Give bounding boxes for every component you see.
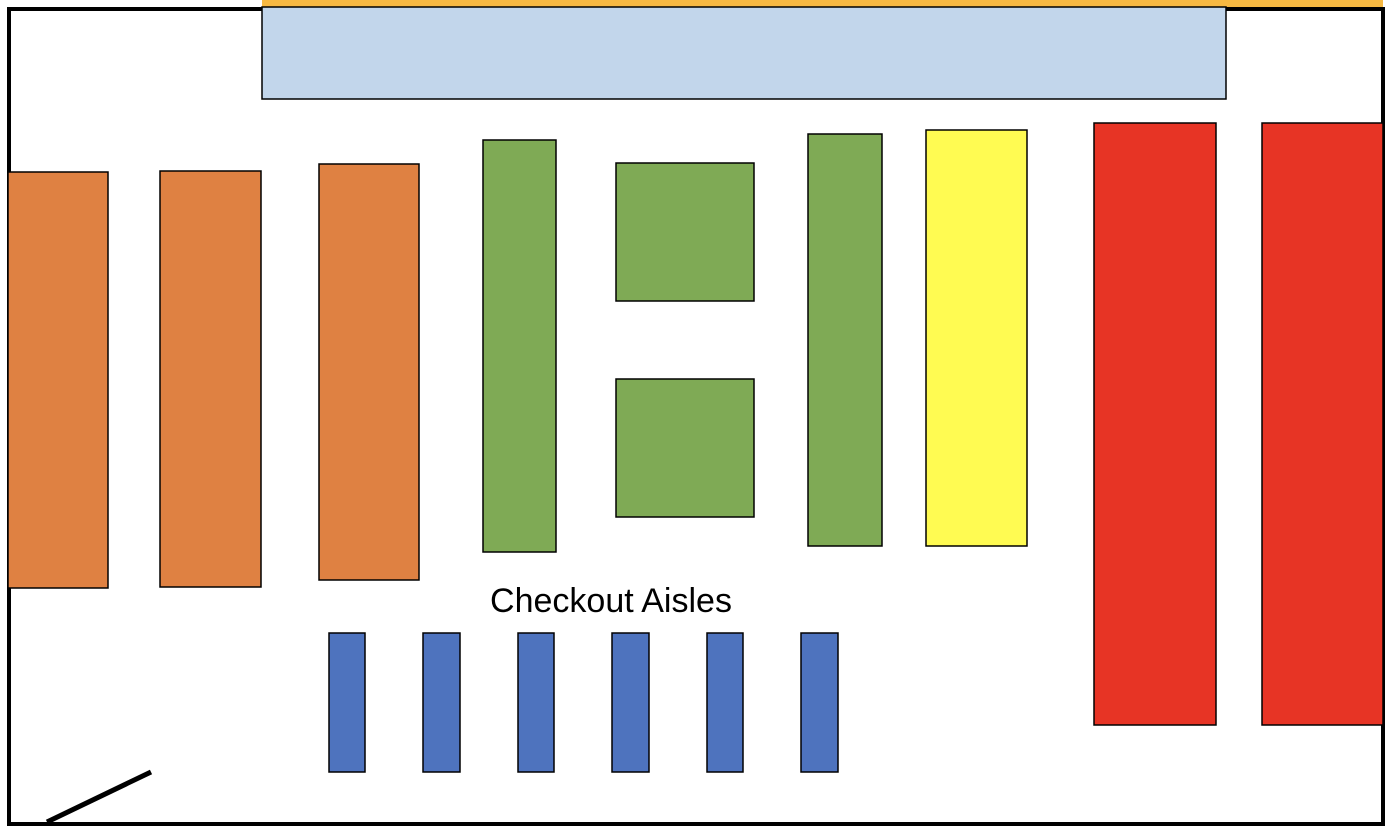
orange-aisle-3 bbox=[318, 163, 420, 581]
top-strip bbox=[262, 0, 1383, 7]
checkout-lane-1 bbox=[328, 632, 366, 773]
green-aisle-2 bbox=[807, 133, 883, 547]
entrance-door bbox=[45, 769, 153, 825]
checkout-lane-4 bbox=[611, 632, 650, 773]
red-aisle-1 bbox=[1093, 122, 1217, 726]
checkout-lane-6 bbox=[800, 632, 839, 773]
orange-aisle-2 bbox=[159, 170, 262, 588]
red-aisle-2 bbox=[1261, 122, 1384, 726]
green-display-top bbox=[615, 162, 755, 302]
yellow-aisle bbox=[925, 129, 1028, 547]
checkout-lane-5 bbox=[706, 632, 744, 773]
top-counter bbox=[261, 6, 1227, 100]
green-display-bottom bbox=[615, 378, 755, 518]
checkout-lane-3 bbox=[517, 632, 555, 773]
checkout-aisles-label: Checkout Aisles bbox=[490, 582, 732, 620]
orange-aisle-1 bbox=[7, 171, 109, 589]
checkout-lane-2 bbox=[422, 632, 461, 773]
green-aisle-1 bbox=[482, 139, 557, 553]
